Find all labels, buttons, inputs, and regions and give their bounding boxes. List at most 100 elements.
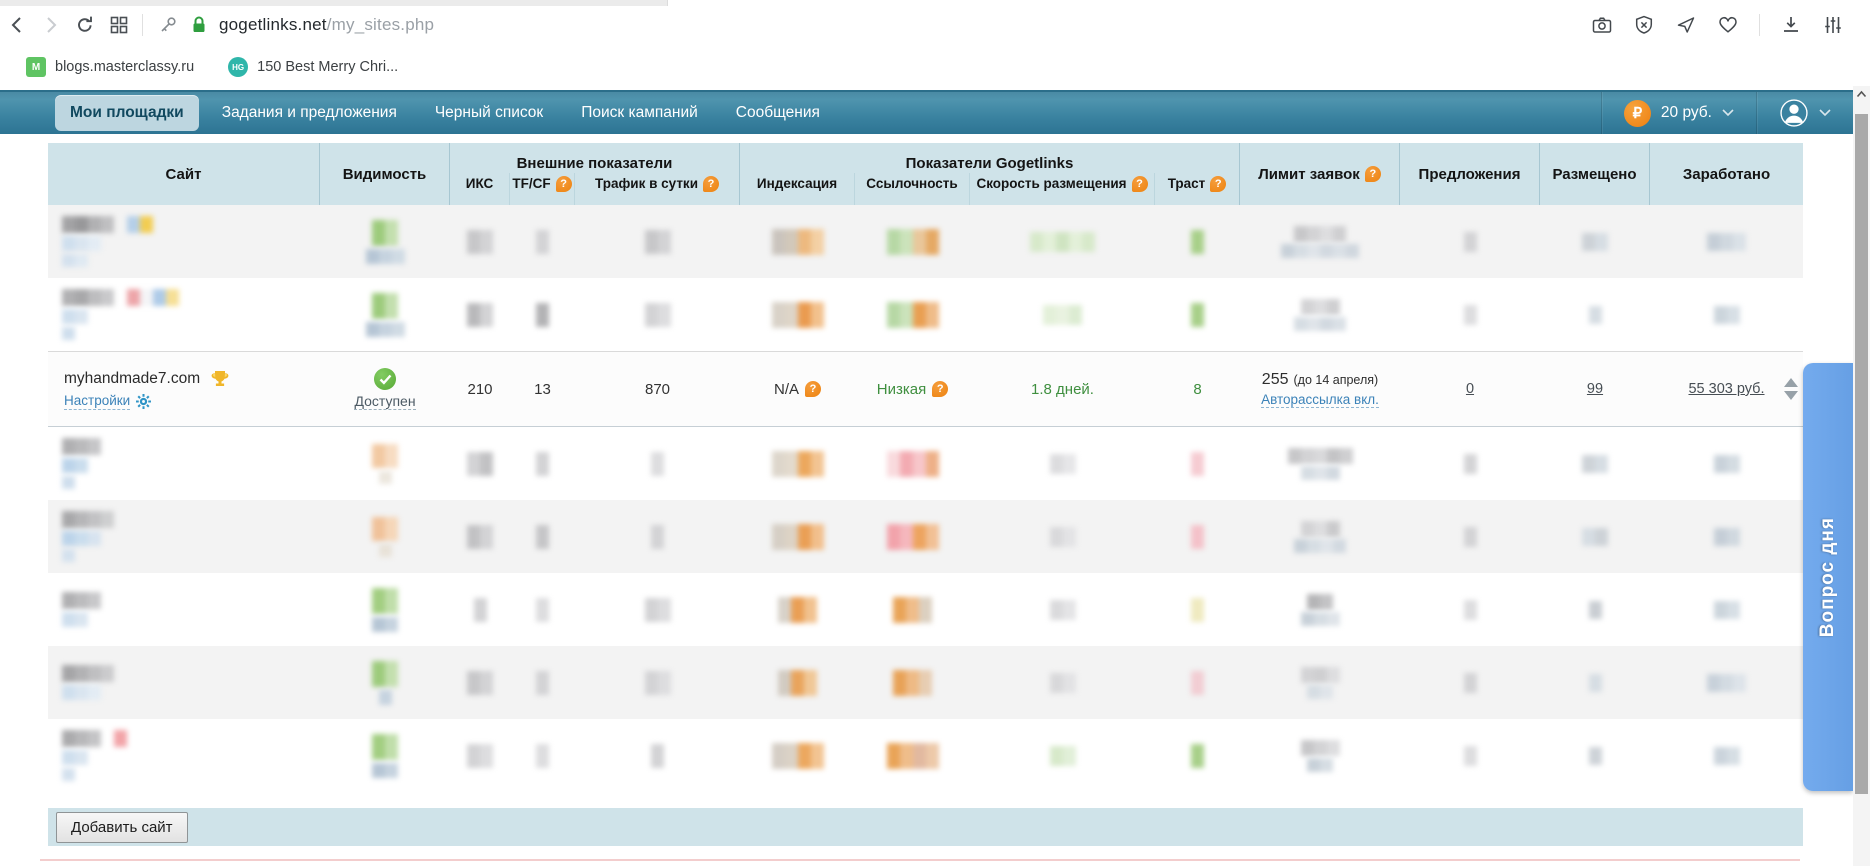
forward-button[interactable] bbox=[34, 10, 68, 40]
help-icon[interactable]: ? bbox=[1131, 176, 1148, 192]
redacted-block bbox=[810, 228, 824, 255]
site-domain[interactable]: myhandmade7.com bbox=[64, 369, 201, 387]
redacted-block bbox=[88, 289, 101, 306]
share-button[interactable] bbox=[1669, 10, 1703, 40]
redacted-block bbox=[391, 321, 405, 337]
add-site-button[interactable]: Добавить сайт bbox=[56, 811, 188, 843]
nav-tab-tasks-offers[interactable]: Задания и предложения bbox=[221, 104, 397, 121]
address-bar[interactable]: gogetlinks.net/my_sites.php bbox=[219, 15, 434, 35]
col-header-linking: Ссылочность bbox=[855, 173, 970, 205]
sliders-icon bbox=[1825, 17, 1841, 33]
redacted-cell-tru bbox=[1155, 451, 1240, 476]
help-icon[interactable]: ? bbox=[932, 381, 949, 397]
favorites-button[interactable] bbox=[1711, 10, 1745, 40]
balance-menu[interactable]: ₽ 20 руб. bbox=[1600, 92, 1756, 134]
redacted-block bbox=[473, 597, 487, 622]
redacted-block bbox=[467, 302, 480, 327]
protect-button[interactable] bbox=[1627, 10, 1661, 40]
rows-below bbox=[48, 427, 1803, 792]
redacted-block bbox=[1062, 745, 1076, 766]
forward-icon bbox=[47, 17, 57, 33]
redacted-block bbox=[1300, 739, 1314, 756]
secure-lock-icon[interactable] bbox=[188, 14, 210, 36]
redacted-block bbox=[62, 750, 75, 765]
redacted-site-row[interactable] bbox=[48, 278, 1803, 351]
redacted-block bbox=[1191, 670, 1204, 695]
redacted-cell-vis bbox=[320, 587, 450, 632]
available-check-icon bbox=[374, 368, 396, 390]
sort-down-icon[interactable] bbox=[1784, 391, 1798, 400]
bookmark-item[interactable]: M blogs.masterclassy.ru bbox=[26, 57, 194, 77]
redacted-block bbox=[62, 531, 75, 546]
redacted-site-row[interactable] bbox=[48, 205, 1803, 278]
scroll-up-icon[interactable] bbox=[1856, 90, 1867, 98]
col-header-speed-label: Скорость размещения bbox=[976, 176, 1127, 191]
redacted-site-row[interactable] bbox=[48, 719, 1803, 792]
redacted-site-row[interactable] bbox=[48, 646, 1803, 719]
redacted-block bbox=[88, 236, 101, 251]
redacted-cell-traffic bbox=[575, 597, 740, 622]
reload-button[interactable] bbox=[68, 10, 102, 40]
redacted-block bbox=[651, 524, 664, 549]
redacted-block bbox=[1733, 673, 1746, 692]
redacted-block bbox=[771, 301, 785, 328]
redacted-block bbox=[1320, 316, 1333, 331]
redacted-block bbox=[1294, 538, 1307, 553]
profile-menu[interactable] bbox=[1756, 92, 1853, 134]
redacted-cell-tru bbox=[1155, 302, 1240, 327]
redacted-site-row[interactable] bbox=[48, 500, 1803, 573]
bookmark-item[interactable]: HG 150 Best Merry Chri... bbox=[228, 57, 398, 77]
screenshot-button[interactable] bbox=[1585, 10, 1619, 40]
bookmark-favicon: M bbox=[26, 57, 46, 77]
settings-sliders-button[interactable] bbox=[1816, 10, 1850, 40]
redacted-block bbox=[1713, 527, 1727, 546]
redacted-block bbox=[644, 597, 658, 622]
redacted-site-row[interactable] bbox=[48, 427, 1803, 500]
earned-link[interactable]: 55 303 руб. bbox=[1688, 381, 1765, 397]
downloads-button[interactable] bbox=[1774, 10, 1808, 40]
placed-link[interactable]: 99 bbox=[1586, 381, 1604, 397]
redacted-block bbox=[127, 216, 140, 233]
nav-tab-blacklist[interactable]: Черный список bbox=[434, 104, 544, 121]
col-header-limit: Лимит заявок ? bbox=[1240, 143, 1400, 205]
redacted-cell-traffic bbox=[575, 743, 740, 768]
help-icon[interactable]: ? bbox=[555, 176, 572, 192]
redacted-block bbox=[62, 216, 75, 233]
site-settings-link[interactable]: Настройки bbox=[64, 393, 152, 410]
redacted-block bbox=[166, 289, 179, 306]
row-reorder-control[interactable] bbox=[1784, 378, 1798, 400]
nav-tab-messages[interactable]: Сообщения bbox=[735, 104, 820, 121]
help-icon[interactable]: ? bbox=[703, 176, 719, 192]
redacted-cell-iks bbox=[450, 524, 510, 549]
help-icon[interactable]: ? bbox=[805, 381, 821, 397]
redacted-cell-tfcf bbox=[510, 451, 575, 476]
sort-up-icon[interactable] bbox=[1784, 378, 1798, 387]
redacted-block bbox=[1281, 243, 1294, 258]
limit-cell: 255 (до 14 апреля) Авторассылка вкл. bbox=[1240, 371, 1400, 408]
automail-link[interactable]: Авторассылка вкл. bbox=[1261, 391, 1379, 408]
offers-link[interactable]: 0 bbox=[1465, 381, 1475, 397]
page-scrollbar[interactable] bbox=[1853, 86, 1870, 866]
back-button[interactable] bbox=[0, 10, 34, 40]
visibility-status-link[interactable]: Доступен bbox=[354, 393, 416, 410]
redacted-block bbox=[378, 543, 392, 557]
redacted-block bbox=[140, 289, 153, 306]
help-icon[interactable]: ? bbox=[1364, 166, 1381, 182]
redacted-site-row[interactable] bbox=[48, 573, 1803, 646]
key-icon[interactable] bbox=[157, 14, 179, 36]
redacted-block bbox=[1326, 666, 1340, 683]
scrollbar-thumb[interactable] bbox=[1855, 114, 1868, 794]
help-icon[interactable]: ? bbox=[1210, 176, 1227, 192]
redacted-block bbox=[378, 321, 392, 337]
redacted-block bbox=[1307, 757, 1320, 772]
tabs-grid-button[interactable] bbox=[102, 10, 136, 40]
nav-tab-campaign-search[interactable]: Поиск кампаний bbox=[581, 104, 698, 121]
redacted-cell-ern bbox=[1650, 673, 1803, 692]
redacted-cell-spd bbox=[970, 599, 1155, 620]
redacted-block bbox=[88, 511, 101, 528]
nav-tab-my-sites[interactable]: Мои площадки bbox=[55, 95, 199, 131]
question-of-day-tab[interactable]: Вопрос дня bbox=[1803, 363, 1853, 791]
redacted-cell-vis bbox=[320, 292, 450, 337]
redacted-block bbox=[372, 762, 385, 778]
redacted-block bbox=[1287, 447, 1301, 464]
